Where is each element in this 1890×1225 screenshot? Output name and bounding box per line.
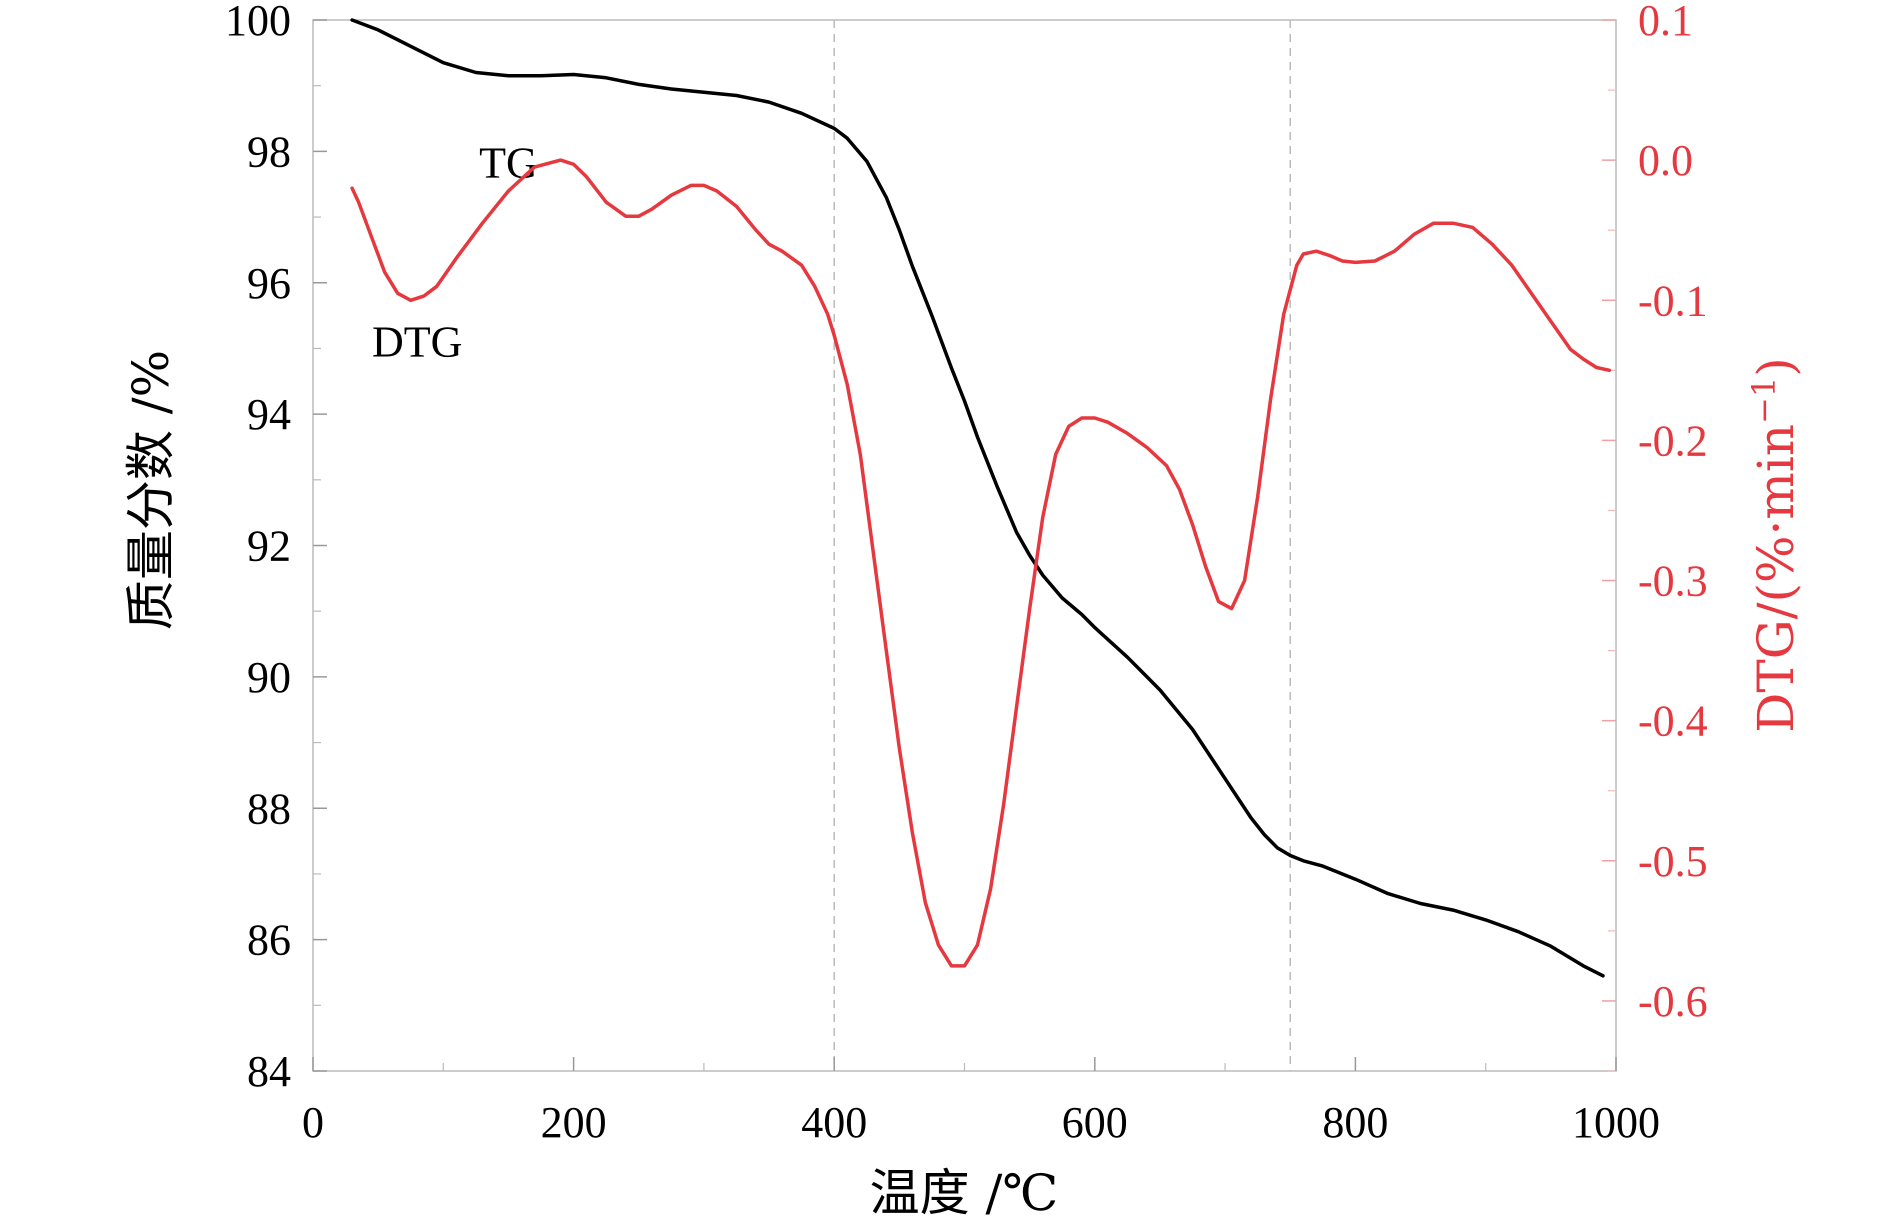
right-tick-label: -0.1 [1638, 276, 1708, 325]
left-tick-label: 88 [247, 784, 291, 833]
right-tick-label: -0.6 [1638, 977, 1708, 1026]
right-axis: -0.6 -0.5 -0.4 -0.3 -0.2 -0.1 0.0 0.1 [1602, 0, 1708, 1072]
left-tick-label: 96 [247, 259, 291, 308]
right-y-axis-title: DTG/(%·min−1) [1745, 357, 1805, 732]
right-tick-label: 0.0 [1638, 136, 1693, 185]
left-tick-label: 84 [247, 1047, 291, 1096]
right-tick-label: -0.4 [1638, 697, 1708, 746]
x-tick-label: 1000 [1572, 1098, 1660, 1147]
x-axis-title: 温度 /℃ [870, 1164, 1059, 1222]
dtg-series-label: DTG [372, 317, 462, 366]
reference-lines [833, 20, 1291, 1071]
left-tick-label: 86 [247, 916, 291, 965]
right-tick-label: -0.3 [1638, 557, 1708, 606]
right-y-axis-title-main: DTG/(%·min [1747, 424, 1805, 733]
x-tick-label: 600 [1062, 1098, 1128, 1147]
x-tick-label: 800 [1322, 1098, 1388, 1147]
series-layer: TG DTG [350, 18, 1612, 978]
right-tick-label: 0.1 [1638, 0, 1693, 45]
x-axis: 0 200 400 600 800 1000 [302, 1057, 1660, 1147]
left-axis: 84 86 88 90 92 94 96 98 100 [225, 0, 327, 1096]
left-y-axis-title: 质量分数 /% [122, 350, 180, 630]
right-y-axis-title-superscript: −1 [1745, 377, 1783, 424]
tg-series-line [350, 18, 1605, 978]
left-tick-label: 100 [225, 0, 291, 45]
left-tick-label: 92 [247, 522, 291, 571]
left-tick-label: 98 [247, 127, 291, 176]
right-tick-label: -0.2 [1638, 416, 1708, 465]
right-y-axis-title-close: ) [1747, 357, 1805, 377]
right-tick-label: -0.5 [1638, 837, 1708, 886]
tg-series-label: TG [479, 139, 538, 188]
x-tick-label: 200 [541, 1098, 607, 1147]
x-tick-label: 0 [302, 1098, 324, 1147]
left-tick-label: 94 [247, 390, 291, 439]
dtg-series-line [350, 158, 1612, 968]
left-tick-label: 90 [247, 653, 291, 702]
x-tick-label: 400 [801, 1098, 867, 1147]
